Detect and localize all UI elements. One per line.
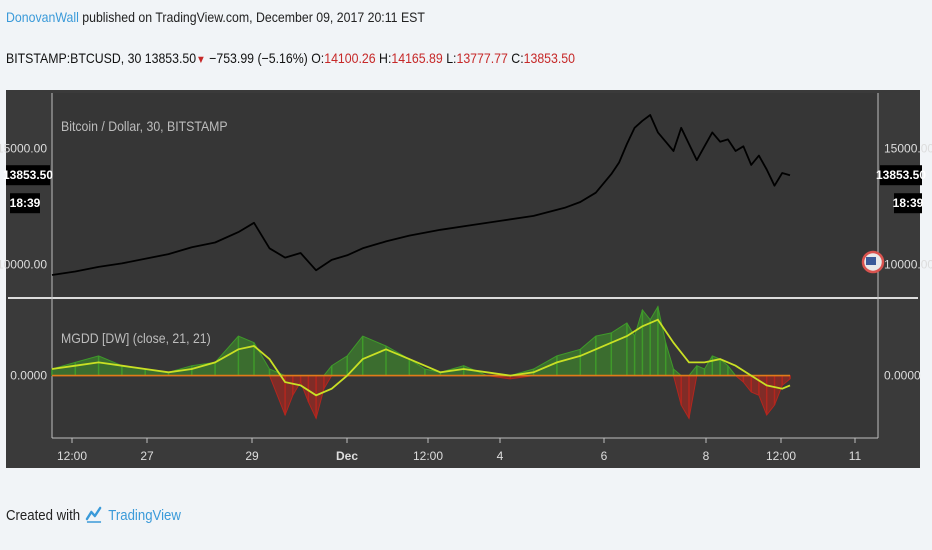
oscillator-axis-right-tick: 0.0000 [884, 369, 921, 383]
publish-line: DonovanWall published on TradingView.com… [6, 9, 425, 25]
price-line [51, 114, 791, 276]
last-price-label-left: 13853.50 [3, 168, 53, 182]
created-with-text: Created with [6, 506, 81, 524]
price-axis-right-tick: 10000.00 [884, 258, 932, 272]
tradingview-logo-icon[interactable] [85, 505, 103, 525]
down-triangle-icon: ▼ [196, 54, 206, 66]
price-pane [52, 93, 878, 297]
low-label: L: [446, 50, 457, 66]
open-label: O: [311, 50, 325, 66]
price-axis-left-tick: 10000.00 [0, 258, 47, 272]
time-axis-tick: 11 [849, 449, 862, 463]
last-price: 13853.50 [144, 50, 197, 66]
time-axis-tick: 4 [497, 449, 504, 463]
high-label: H: [379, 50, 392, 66]
last-price-box-left [6, 165, 50, 186]
footer: Created with TradingView [6, 505, 181, 525]
oscillator-title: MGDD [DW] (close, 21, 21) [61, 330, 211, 346]
high-value: 14165.89 [391, 50, 443, 66]
signal-line [51, 318, 791, 397]
oscillator-axis-left-tick: 0.0000 [10, 369, 47, 383]
author-link[interactable]: DonovanWall [6, 9, 79, 25]
close-value: 13853.50 [523, 50, 576, 66]
price-axis-left-tick: 15000.00 [0, 142, 47, 156]
published-text: published on TradingView.com, December 0… [82, 9, 425, 25]
countdown-box-left [10, 193, 40, 214]
time-axis-tick: 8 [703, 449, 710, 463]
histogram-positive-area [51, 305, 790, 377]
low-value: 13777.77 [456, 50, 508, 66]
time-axis-tick: 27 [140, 449, 154, 463]
time-axis-tick: 6 [601, 449, 608, 463]
time-axis-tick: 12:00 [57, 449, 87, 463]
flag-canton [866, 257, 876, 265]
countdown-box-right [894, 193, 922, 214]
open-value: 14100.26 [324, 50, 376, 66]
last-price-label-right: 13853.50 [876, 168, 926, 182]
price-pane-title: Bitcoin / Dollar, 30, BITSTAMP [61, 118, 228, 134]
countdown-label-left: 18:39 [10, 196, 41, 210]
time-axis-tick: 29 [245, 449, 259, 463]
close-label: C: [511, 50, 524, 66]
time-axis-tick: 12:00 [413, 449, 443, 463]
symbol-line: BITSTAMP:BTCUSD, 30 13853.50▼ −753.99 (−… [6, 50, 575, 66]
price-change: −753.99 (−5.16%) [209, 50, 308, 66]
last-price-box-right [880, 165, 922, 186]
time-axis-tick: 12:00 [766, 449, 796, 463]
price-axis-right-tick: 15000.00 [884, 142, 932, 156]
time-axis-tick: Dec [336, 449, 358, 463]
symbol-name: BITSTAMP:BTCUSD, 30 [6, 50, 142, 66]
countdown-label-right: 18:39 [893, 196, 924, 210]
tradingview-brand[interactable]: TradingView [108, 506, 181, 524]
